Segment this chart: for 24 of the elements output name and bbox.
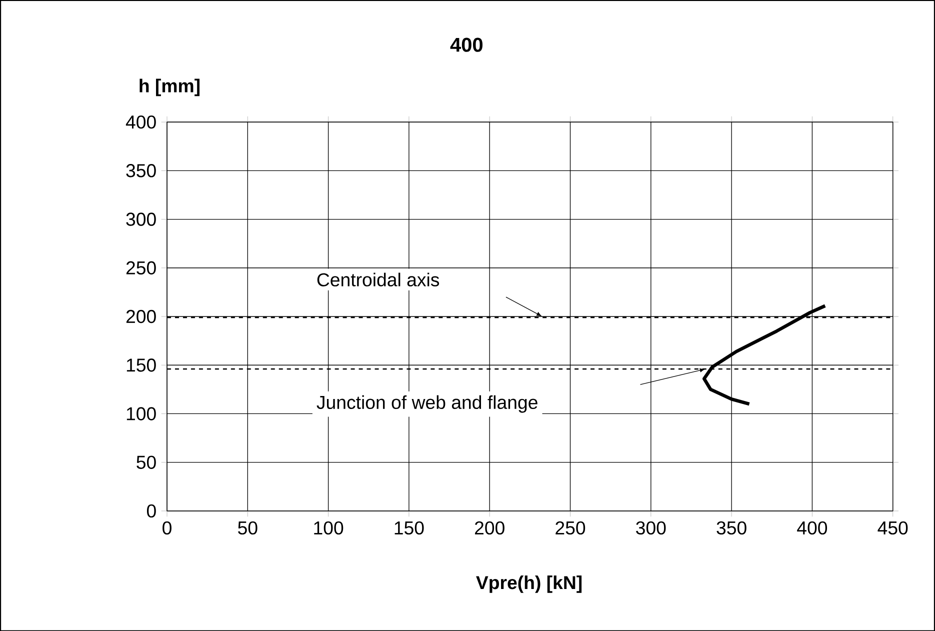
y-tick-label: 400	[126, 115, 156, 128]
y-tick-label: 200	[126, 310, 156, 323]
chart-title: 400	[450, 38, 482, 52]
y-tick-label: 300	[126, 212, 156, 226]
x-axis-title: Vpre(h) [kN]	[476, 575, 582, 593]
y-tick-label: 100	[126, 406, 156, 420]
x-tick-label: 300	[636, 521, 666, 534]
annotation: Junction of web and flange	[316, 395, 538, 413]
y-tick-label: 250	[126, 261, 156, 274]
y-tick-label: 50	[136, 456, 156, 469]
x-tick-label: 450	[878, 521, 908, 534]
x-tick-label: 400	[797, 521, 828, 534]
x-tick-label: 50	[238, 521, 258, 534]
x-tick-label: 350	[716, 521, 746, 534]
annotation: Centroidal axis	[317, 272, 440, 286]
y-tick-label: 150	[126, 358, 156, 372]
x-tick-label: 100	[314, 521, 344, 534]
x-tick-label: 150	[394, 521, 424, 534]
y-tick-label: 0	[146, 504, 156, 518]
x-tick-label: 250	[556, 521, 586, 534]
y-tick-label: 350	[126, 164, 156, 178]
y-axis-title: h [mm]	[140, 78, 200, 96]
x-tick-label: 200	[474, 521, 504, 534]
x-tick-label: 0	[162, 521, 172, 534]
